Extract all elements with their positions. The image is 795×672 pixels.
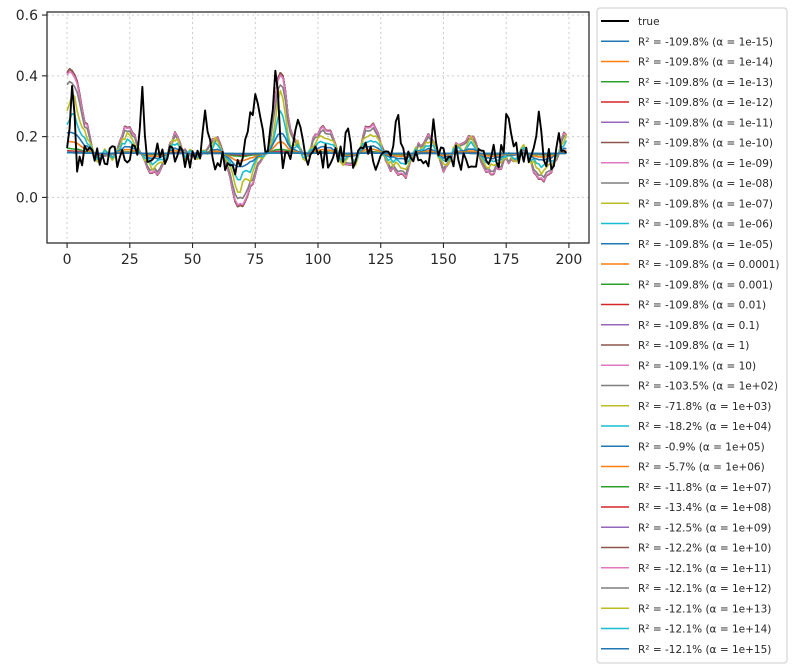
legend-entry-28: R² = -12.1% (α = 1e+12) bbox=[638, 583, 771, 595]
x-tick-label: 175 bbox=[493, 252, 520, 268]
legend-entry-3: R² = -109.8% (α = 1e-13) bbox=[638, 77, 773, 89]
legend-entry-1: R² = -109.8% (α = 1e-15) bbox=[638, 36, 773, 48]
legend-entry-31: R² = -12.1% (α = 1e+15) bbox=[638, 644, 771, 656]
legend-entry-7: R² = -109.8% (α = 1e-09) bbox=[638, 158, 773, 170]
legend-entry-26: R² = -12.2% (α = 1e+10) bbox=[638, 543, 771, 555]
legend-frame bbox=[596, 7, 788, 664]
x-tick-label: 50 bbox=[184, 252, 202, 268]
legend-entry-22: R² = -5.7% (α = 1e+06) bbox=[638, 462, 765, 474]
legend-entry-17: R² = -109.1% (α = 10) bbox=[638, 360, 756, 372]
legend-entry-4: R² = -109.8% (α = 1e-12) bbox=[638, 97, 773, 109]
y-tick-label: 0.6 bbox=[16, 8, 38, 24]
legend-entry-10: R² = -109.8% (α = 1e-06) bbox=[638, 219, 773, 231]
x-tick-label: 25 bbox=[121, 252, 139, 268]
legend-entry-6: R² = -109.8% (α = 1e-10) bbox=[638, 138, 773, 150]
x-tick-label: 125 bbox=[367, 252, 394, 268]
y-tick-label: 0.0 bbox=[16, 190, 38, 206]
legend-entry-23: R² = -11.8% (α = 1e+07) bbox=[638, 482, 771, 494]
legend-entry-27: R² = -12.1% (α = 1e+11) bbox=[638, 563, 771, 575]
legend-entry-12: R² = -109.8% (α = 0.0001) bbox=[638, 259, 779, 271]
legend-entry-13: R² = -109.8% (α = 0.001) bbox=[638, 279, 773, 291]
series-line-18 bbox=[66, 80, 567, 200]
legend-entry-20: R² = -18.2% (α = 1e+04) bbox=[638, 421, 771, 433]
axis-ticks: 0 25 50 75 100 125 150 175 200 0.0 0.2 0.4 0.6 bbox=[16, 8, 583, 268]
y-tick-label: 0.4 bbox=[16, 69, 38, 85]
x-tick-label: 0 bbox=[63, 252, 72, 268]
legend-entry-30: R² = -12.1% (α = 1e+14) bbox=[638, 624, 771, 636]
legend-entry-5: R² = -109.8% (α = 1e-11) bbox=[638, 117, 773, 129]
legend-entry-16: R² = -109.8% (α = 1) bbox=[638, 340, 749, 352]
legend-entry-24: R² = -13.4% (α = 1e+08) bbox=[638, 502, 771, 514]
legend-entry-2: R² = -109.8% (α = 1e-14) bbox=[638, 57, 773, 69]
x-tick-label: 200 bbox=[556, 252, 583, 268]
legend-entry-0: true bbox=[638, 16, 660, 28]
series-line-0 bbox=[66, 69, 568, 176]
legend-entry-18: R² = -103.5% (α = 1e+02) bbox=[638, 381, 778, 393]
legend-entry-29: R² = -12.1% (α = 1e+13) bbox=[638, 603, 771, 615]
series-line-19 bbox=[66, 89, 568, 194]
x-tick-label: 150 bbox=[430, 252, 457, 268]
legend-entry-19: R² = -71.8% (α = 1e+03) bbox=[638, 401, 771, 413]
legend: true R² = -109.8% (α = 1e-15) R² = -109.8%… bbox=[596, 7, 788, 664]
y-tick-label: 0.2 bbox=[16, 130, 38, 146]
series-lines bbox=[66, 68, 568, 208]
legend-entry-9: R² = -109.8% (α = 1e-07) bbox=[638, 198, 773, 210]
legend-entry-21: R² = -0.9% (α = 1e+05) bbox=[638, 441, 765, 453]
legend-entry-11: R² = -109.8% (α = 1e-05) bbox=[638, 239, 773, 251]
legend-entry-25: R² = -12.5% (α = 1e+09) bbox=[638, 522, 771, 534]
legend-entry-8: R² = -109.8% (α = 1e-08) bbox=[638, 178, 773, 190]
legend-entry-14: R² = -109.8% (α = 0.01) bbox=[638, 300, 766, 312]
x-tick-label: 100 bbox=[305, 252, 332, 268]
legend-entry-15: R² = -109.8% (α = 0.1) bbox=[638, 320, 759, 332]
x-tick-label: 75 bbox=[246, 252, 264, 268]
